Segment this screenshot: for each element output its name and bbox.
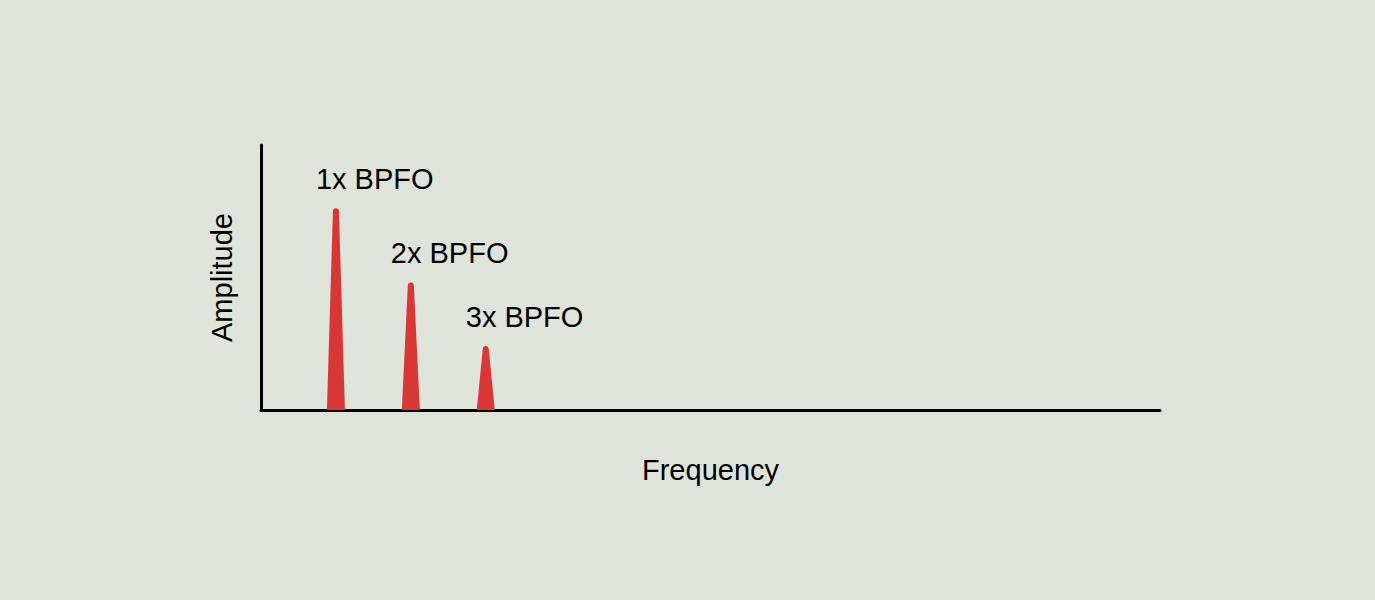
svg-text:Amplitude: Amplitude <box>206 213 238 342</box>
svg-text:3x BPFO: 3x BPFO <box>466 301 584 333</box>
svg-text:Frequency: Frequency <box>642 454 780 486</box>
svg-text:2x BPFO: 2x BPFO <box>391 237 509 269</box>
svg-text:1x BPFO: 1x BPFO <box>316 163 434 195</box>
